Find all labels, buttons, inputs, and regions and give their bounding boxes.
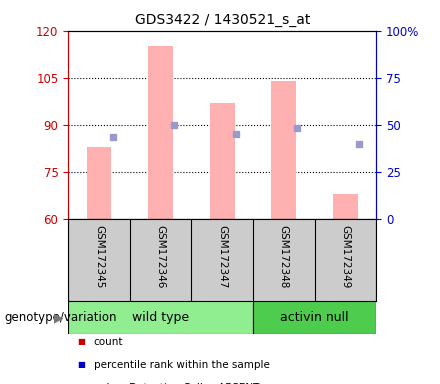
Text: GSM172346: GSM172346 bbox=[156, 225, 165, 289]
Text: GSM172347: GSM172347 bbox=[217, 225, 227, 289]
Text: GSM172345: GSM172345 bbox=[94, 225, 104, 289]
Text: genotype/variation: genotype/variation bbox=[4, 311, 117, 324]
Text: ■: ■ bbox=[77, 383, 85, 384]
Text: GSM172348: GSM172348 bbox=[279, 225, 289, 289]
Bar bbox=[87, 147, 111, 219]
Text: activin null: activin null bbox=[280, 311, 349, 324]
Text: value, Detection Call = ABSENT: value, Detection Call = ABSENT bbox=[94, 383, 259, 384]
Bar bbox=[253, 301, 376, 334]
Text: count: count bbox=[94, 337, 123, 347]
Text: wild type: wild type bbox=[132, 311, 189, 324]
Bar bbox=[210, 103, 235, 219]
Text: GSM172349: GSM172349 bbox=[341, 225, 350, 289]
Bar bbox=[68, 301, 253, 334]
Bar bbox=[333, 194, 358, 219]
Title: GDS3422 / 1430521_s_at: GDS3422 / 1430521_s_at bbox=[135, 13, 310, 27]
Bar bbox=[148, 46, 173, 219]
Text: ■: ■ bbox=[77, 337, 85, 346]
Text: percentile rank within the sample: percentile rank within the sample bbox=[94, 360, 270, 370]
Bar bbox=[271, 81, 296, 219]
Text: ▶: ▶ bbox=[54, 311, 64, 324]
Text: ■: ■ bbox=[77, 360, 85, 369]
